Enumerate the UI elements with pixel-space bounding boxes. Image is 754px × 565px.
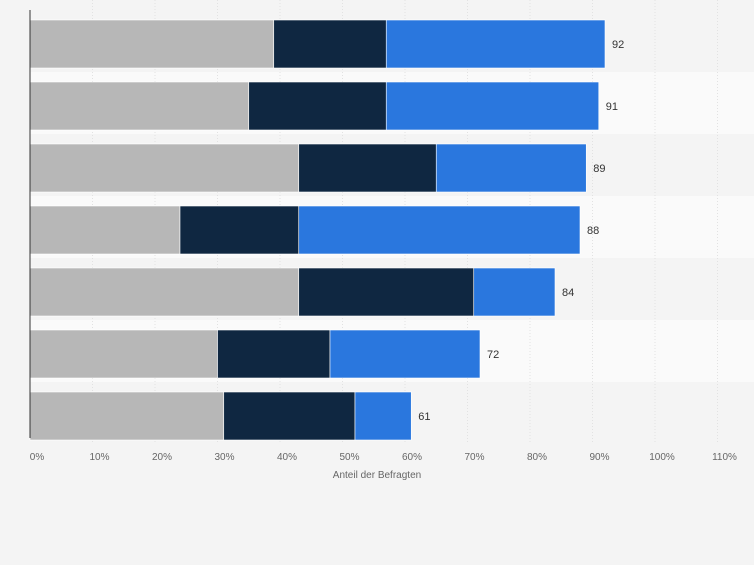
- value-labels: 92 91 89 88 84 72 61: [418, 39, 624, 423]
- x-tick-label: 40%: [277, 452, 297, 463]
- bar-segment[interactable]: [385, 19, 606, 69]
- x-tick-label: 0%: [30, 452, 45, 463]
- bar-segment[interactable]: [29, 19, 275, 69]
- bar-segment[interactable]: [354, 391, 412, 441]
- bar-segment[interactable]: [29, 81, 250, 131]
- value-label: 61: [418, 411, 430, 423]
- value-label: 89: [593, 163, 605, 175]
- bar-segment[interactable]: [179, 205, 300, 255]
- x-tick-label: 80%: [527, 452, 547, 463]
- value-label: 92: [612, 39, 624, 51]
- bar-segment[interactable]: [248, 81, 387, 131]
- bar-segment[interactable]: [29, 143, 300, 193]
- x-tick-label: 110%: [712, 452, 737, 463]
- bar-segment[interactable]: [473, 267, 556, 317]
- x-tick-label: 90%: [589, 452, 609, 463]
- bar-segment[interactable]: [385, 81, 600, 131]
- bar-segment[interactable]: [29, 267, 300, 317]
- bar-segment[interactable]: [223, 391, 356, 441]
- value-label: 84: [562, 287, 574, 299]
- bar-segment[interactable]: [29, 391, 225, 441]
- bar-segment[interactable]: [29, 205, 181, 255]
- x-axis-title: Anteil der Befragten: [333, 470, 421, 481]
- bar-segment[interactable]: [329, 329, 481, 379]
- value-label: 91: [606, 101, 618, 113]
- x-tick-labels: 0% 10% 20% 30% 40% 50% 60% 70% 80% 90% 100% 110%: [30, 452, 737, 463]
- x-tick-label: 60%: [402, 452, 422, 463]
- bar-segment[interactable]: [298, 205, 581, 255]
- bar-segment[interactable]: [435, 143, 587, 193]
- value-label: 72: [487, 349, 499, 361]
- x-tick-label: 100%: [649, 452, 675, 463]
- bar-segment[interactable]: [298, 267, 475, 317]
- x-tick-label: 10%: [89, 452, 109, 463]
- bar-segment[interactable]: [29, 329, 218, 379]
- x-tick-label: 20%: [152, 452, 172, 463]
- x-tick-label: 50%: [339, 452, 359, 463]
- x-tick-label: 70%: [464, 452, 484, 463]
- bars: [29, 19, 606, 441]
- bar-segment[interactable]: [273, 19, 387, 69]
- bar-segment[interactable]: [217, 329, 331, 379]
- bar-segment[interactable]: [298, 143, 437, 193]
- x-tick-label: 30%: [214, 452, 234, 463]
- value-label: 88: [587, 225, 599, 237]
